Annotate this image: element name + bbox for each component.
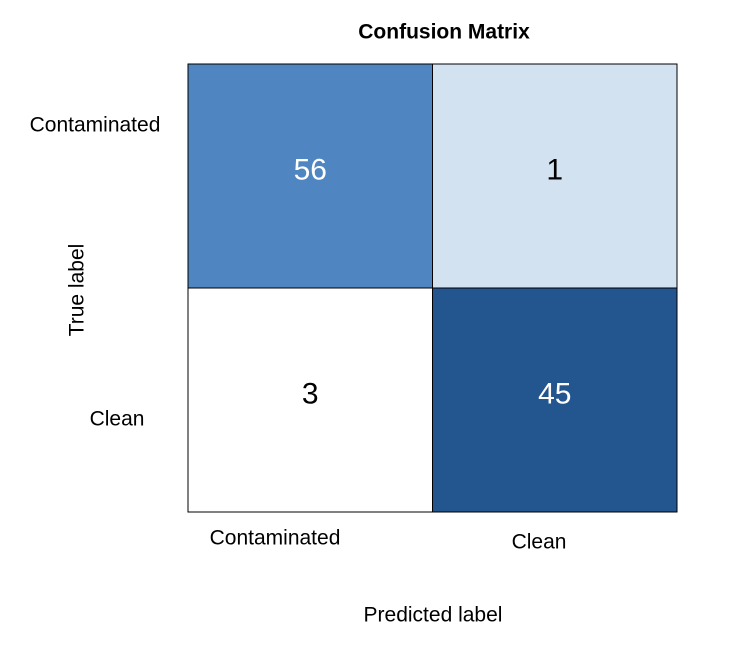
cell <box>187 287 433 513</box>
cell <box>432 63 678 289</box>
cell-value: 56 <box>294 153 327 186</box>
x-tick-label: Contaminated <box>210 527 341 550</box>
y-tick-label: Contaminated <box>30 114 161 137</box>
cell <box>432 287 678 513</box>
cell <box>187 63 433 289</box>
x-tick-label: Clean <box>512 531 567 554</box>
y-tick-label: Clean <box>90 408 145 431</box>
cell-value: 1 <box>546 153 563 186</box>
x-axis-label: Predicted label <box>364 604 503 627</box>
cell-value: 45 <box>538 377 571 410</box>
cell-value: 3 <box>302 377 319 410</box>
chart-title: Confusion Matrix <box>358 21 530 44</box>
y-axis-label: True label <box>66 244 89 337</box>
